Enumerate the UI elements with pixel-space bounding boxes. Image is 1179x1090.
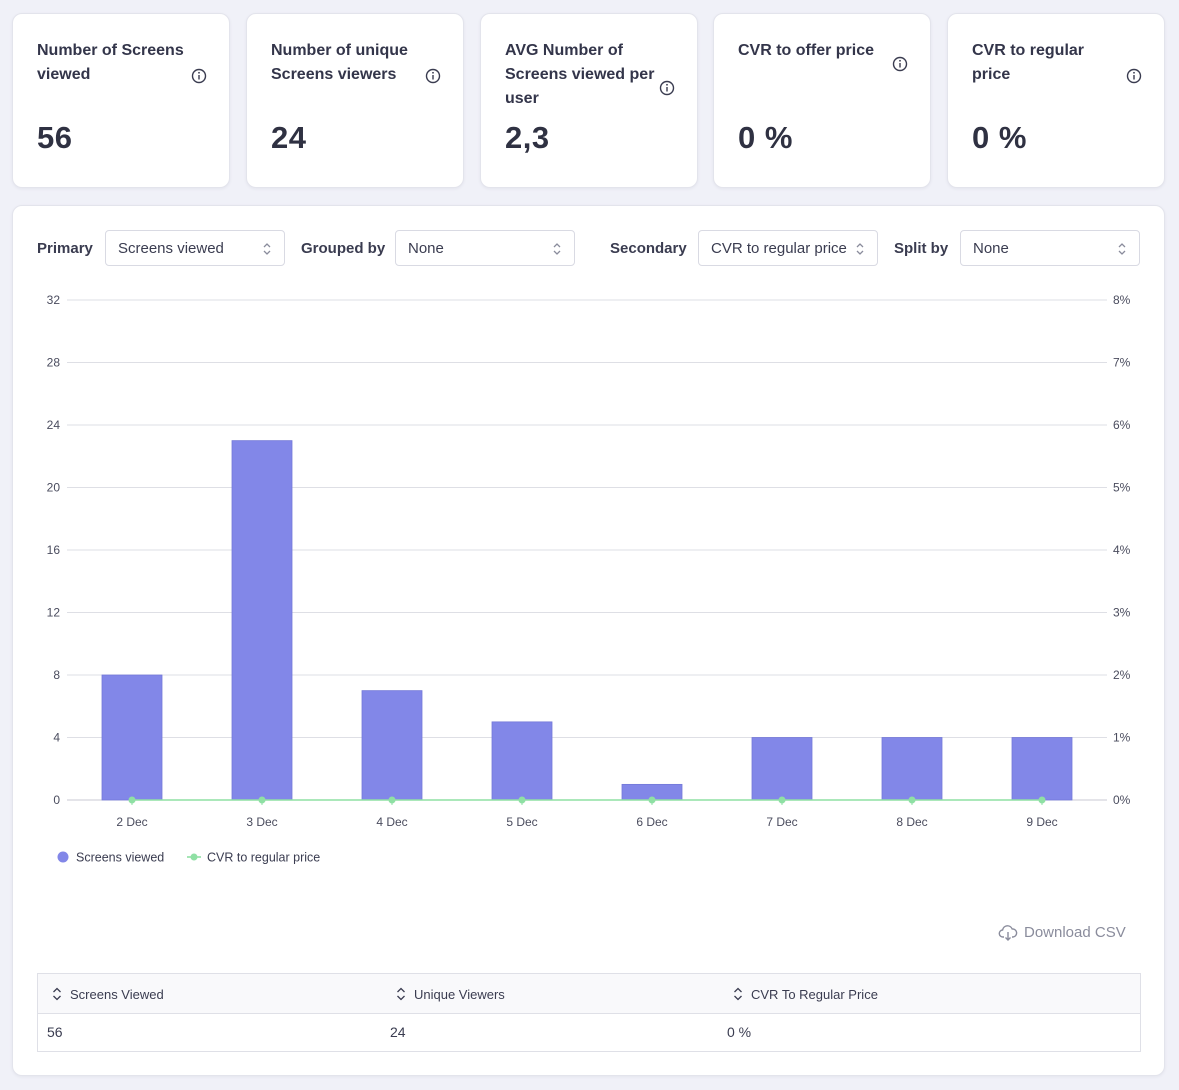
kpi-card-cvr-offer: CVR to offer price 0 % bbox=[713, 13, 931, 188]
download-csv-label: Download CSV bbox=[1024, 924, 1126, 941]
chart-panel: Primary Screens viewed Grouped by None S… bbox=[12, 205, 1165, 1076]
y-left-tick-label: 32 bbox=[47, 293, 61, 307]
grouped-by-label: Grouped by bbox=[301, 240, 386, 257]
split-by-label: Split by bbox=[894, 240, 949, 257]
x-tick-label: 8 Dec bbox=[896, 815, 927, 829]
y-left-tick-label: 16 bbox=[47, 543, 61, 557]
combo-chart: 0 0% 4 1% 8 2% 12 3% 16 4% 20 5% 24 6% 28 7% 32 8% 2 Dec 3 … bbox=[47, 293, 1131, 865]
y-right-tick-label: 3% bbox=[1113, 606, 1131, 620]
y-right-tick-label: 5% bbox=[1113, 481, 1131, 495]
kpi-value: 2,3 bbox=[505, 120, 550, 155]
bar bbox=[231, 440, 293, 801]
table-cell: 0 % bbox=[727, 1024, 752, 1040]
x-tick-label: 9 Dec bbox=[1026, 815, 1057, 829]
cloud-download-icon bbox=[998, 925, 1018, 941]
legend-marker-screens-viewed bbox=[57, 851, 69, 863]
chevron-up-down-icon bbox=[1118, 243, 1126, 255]
secondary-label: Secondary bbox=[610, 240, 687, 257]
column-header-label: CVR To Regular Price bbox=[751, 987, 878, 1002]
y-left-tick-label: 24 bbox=[47, 418, 61, 432]
table-cell: 56 bbox=[47, 1024, 63, 1040]
y-left-tick-label: 12 bbox=[47, 606, 61, 620]
kpi-value: 0 % bbox=[972, 120, 1027, 155]
kpi-card-screens-viewed: Number of Screens viewed 56 bbox=[12, 13, 230, 188]
legend-label: CVR to regular price bbox=[207, 851, 320, 865]
kpi-card-cvr-regular: CVR to regular price 0 % bbox=[947, 13, 1165, 188]
bar bbox=[881, 737, 943, 801]
info-icon[interactable] bbox=[892, 56, 908, 72]
kpi-value: 24 bbox=[271, 120, 307, 155]
x-tick-label: 4 Dec bbox=[376, 815, 407, 829]
info-icon[interactable] bbox=[191, 68, 207, 84]
sort-icon bbox=[53, 987, 61, 1001]
split-by-select[interactable]: None bbox=[960, 230, 1140, 266]
y-right-tick-label: 6% bbox=[1113, 418, 1131, 432]
bar bbox=[361, 690, 423, 801]
sort-icon bbox=[397, 987, 405, 1001]
bar bbox=[491, 721, 553, 801]
kpi-title: CVR to offer price bbox=[738, 42, 875, 59]
kpi-title: AVG Number of Screens viewed per user bbox=[505, 42, 655, 107]
chevron-up-down-icon bbox=[553, 243, 561, 255]
primary-label: Primary bbox=[37, 240, 93, 257]
primary-select-value: Screens viewed bbox=[118, 240, 224, 257]
chevron-up-down-icon bbox=[856, 243, 864, 255]
y-left-tick-label: 28 bbox=[47, 356, 61, 370]
kpi-value: 56 bbox=[37, 120, 73, 155]
y-left-tick-label: 0 bbox=[53, 793, 60, 807]
y-right-tick-label: 2% bbox=[1113, 668, 1131, 682]
bar bbox=[1011, 737, 1073, 801]
column-header-label: Screens Viewed bbox=[70, 987, 164, 1002]
kpi-title: CVR to regular price bbox=[972, 42, 1085, 83]
info-icon[interactable] bbox=[1126, 68, 1142, 84]
y-right-tick-label: 8% bbox=[1113, 293, 1131, 307]
y-left-tick-label: 4 bbox=[53, 731, 60, 745]
split-by-select-value: None bbox=[973, 240, 1009, 257]
bar bbox=[101, 674, 163, 801]
primary-select[interactable]: Screens viewed bbox=[105, 230, 285, 266]
y-right-tick-label: 0% bbox=[1113, 793, 1131, 807]
table-cell: 24 bbox=[390, 1024, 406, 1040]
sort-icon bbox=[734, 987, 742, 1001]
info-icon[interactable] bbox=[425, 68, 441, 84]
kpi-title: Number of unique Screens viewers bbox=[271, 42, 408, 83]
info-icon[interactable] bbox=[659, 80, 675, 96]
legend-marker-cvr bbox=[190, 853, 198, 861]
legend-label: Screens viewed bbox=[76, 851, 164, 865]
summary-table: Screens Viewed Unique Viewers CVR To Reg… bbox=[37, 973, 1141, 1052]
kpi-value: 0 % bbox=[738, 120, 793, 155]
y-left-tick-label: 20 bbox=[47, 481, 61, 495]
table-header: Screens Viewed Unique Viewers CVR To Reg… bbox=[38, 974, 1140, 1014]
kpi-title: Number of Screens viewed bbox=[37, 42, 184, 83]
x-tick-label: 3 Dec bbox=[246, 815, 277, 829]
y-right-tick-label: 1% bbox=[1113, 731, 1131, 745]
x-tick-label: 2 Dec bbox=[116, 815, 147, 829]
column-header-label: Unique Viewers bbox=[414, 987, 505, 1002]
x-tick-label: 5 Dec bbox=[506, 815, 537, 829]
x-tick-label: 7 Dec bbox=[766, 815, 797, 829]
x-tick-label: 6 Dec bbox=[636, 815, 667, 829]
secondary-select-value: CVR to regular price bbox=[711, 240, 847, 257]
y-left-tick-label: 8 bbox=[53, 668, 60, 682]
kpi-card-avg-screens: AVG Number of Screens viewed per user 2,… bbox=[480, 13, 698, 188]
chevron-up-down-icon bbox=[263, 243, 271, 255]
grouped-by-select[interactable]: None bbox=[395, 230, 575, 266]
kpi-card-unique-viewers: Number of unique Screens viewers 24 bbox=[246, 13, 464, 188]
y-right-tick-label: 7% bbox=[1113, 356, 1131, 370]
y-right-tick-label: 4% bbox=[1113, 543, 1131, 557]
grouped-by-select-value: None bbox=[408, 240, 444, 257]
secondary-select[interactable]: CVR to regular price bbox=[698, 230, 878, 266]
bar bbox=[751, 737, 813, 801]
